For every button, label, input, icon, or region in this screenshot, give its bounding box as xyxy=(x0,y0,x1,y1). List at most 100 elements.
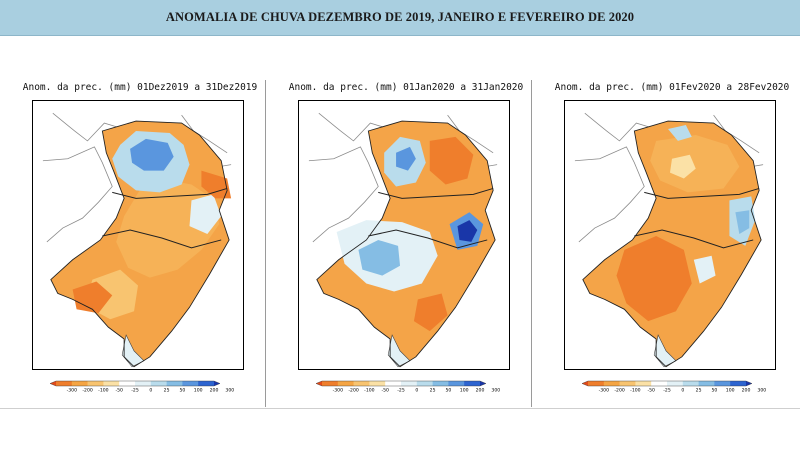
colorbar-fev2020: -300 -200 -100 -50 -25 0 25 50 100 200 300 xyxy=(581,379,766,397)
colorbar-tick-label: 50 xyxy=(711,388,717,394)
colorbar-tick-label: 0 xyxy=(149,388,152,394)
colorbar-tick-label: -50 xyxy=(381,388,389,394)
colorbar-tick-label: 200 xyxy=(476,388,485,394)
colorbar-tick-label: 200 xyxy=(210,388,219,394)
colorbar-tick-label: 300 xyxy=(225,388,234,394)
anomaly-map-jan2020 xyxy=(298,100,510,370)
colorbar-tick-label: -50 xyxy=(115,388,123,394)
colorbar-tick-label: 100 xyxy=(194,388,203,394)
map-outline xyxy=(50,120,230,368)
colorbar-dez2019: -300 -200 -100 -50 -25 0 25 50 100 200 300 xyxy=(49,379,234,397)
colorbar-swatch xyxy=(682,381,699,386)
colorbar-tick-label: 300 xyxy=(491,388,500,394)
region-dry-core xyxy=(616,235,692,322)
colorbar-swatch xyxy=(714,381,731,386)
neighbor-border-lines xyxy=(42,112,232,243)
colorbar-swatch xyxy=(651,381,668,386)
colorbar-swatch xyxy=(385,381,402,386)
anomaly-wet-northeast xyxy=(668,125,692,141)
colorbar-swatch xyxy=(71,381,88,386)
colorbar-tick-label: -100 xyxy=(364,388,375,394)
colorbar-svg-jan2020: -300 -200 -100 -50 -25 0 25 50 100 200 300 xyxy=(315,380,500,394)
colorbar-tick-label: -200 xyxy=(614,388,625,394)
colorbar-swatch xyxy=(730,381,747,386)
colorbar-tick-label: 50 xyxy=(445,388,451,394)
panel-title-dez2019: Anom. da prec. (mm) 01Dez2019 a 31Dez201… xyxy=(22,82,258,93)
anomaly-map-dez2019 xyxy=(32,100,244,370)
colorbar-tick-label: 25 xyxy=(430,388,436,394)
colorbar-outline xyxy=(49,380,221,387)
anomaly-very-wet-north xyxy=(396,146,416,171)
colorbar-tick-label: -25 xyxy=(663,388,671,394)
colorbar-swatch xyxy=(135,381,152,386)
colorbar-swatch xyxy=(588,381,605,386)
colorbar-tick-label: 100 xyxy=(460,388,469,394)
colorbar-swatch xyxy=(369,381,386,386)
panel-title-jan2020: Anom. da prec. (mm) 01Jan2020 a 31Jan202… xyxy=(288,82,524,93)
anomaly-very-wet-south xyxy=(358,239,401,276)
colorbar-swatch xyxy=(480,381,486,386)
colorbar-swatch xyxy=(150,381,167,386)
colorbar-swatch xyxy=(746,381,752,386)
colorbar-swatch xyxy=(50,381,56,386)
anomaly-dry-east xyxy=(201,170,232,199)
panel-title-fev2020: Anom. da prec. (mm) 01Fev2020 a 28Fev202… xyxy=(554,82,790,93)
colorbar-swatch xyxy=(103,381,120,386)
colorbar-swatch xyxy=(119,381,136,386)
neighbor-border-lines xyxy=(308,112,498,243)
map-outline xyxy=(316,120,496,368)
colorbar-swatch xyxy=(582,381,588,386)
anomaly-dry-southwest xyxy=(72,281,113,314)
colorbar-tick-label: -200 xyxy=(82,388,93,394)
colorbar-swatch xyxy=(698,381,715,386)
colorbar-swatch xyxy=(619,381,636,386)
colorbar-tick-label: 200 xyxy=(742,388,751,394)
colorbar-tick-label: 0 xyxy=(415,388,418,394)
colorbar-tick-label: 0 xyxy=(681,388,684,394)
panel-divider xyxy=(265,80,266,407)
colorbar-tick-label: 25 xyxy=(164,388,170,394)
colorbar-swatch xyxy=(56,381,73,386)
colorbar-swatch xyxy=(635,381,652,386)
colorbar-tick-label: 100 xyxy=(726,388,735,394)
map-outline xyxy=(582,120,762,368)
anomaly-very-wet-north xyxy=(130,138,174,171)
panel-divider xyxy=(531,80,532,407)
anomaly-dry-north xyxy=(429,136,474,185)
anomaly-map-fev2020 xyxy=(564,100,776,370)
anomaly-wet-east-core xyxy=(735,210,750,235)
map-svg-jan2020 xyxy=(308,112,498,368)
colorbar-outline xyxy=(581,380,753,387)
colorbar-swatch xyxy=(322,381,339,386)
state-border xyxy=(102,187,228,249)
colorbar-tick-label: 300 xyxy=(757,388,766,394)
colorbar-swatch xyxy=(337,381,354,386)
colorbar-swatch xyxy=(401,381,418,386)
colorbar-tick-label: -100 xyxy=(630,388,641,394)
anomaly-strongest-wet-east xyxy=(457,220,478,242)
colorbar-jan2020: -300 -200 -100 -50 -25 0 25 50 100 200 300 xyxy=(315,379,500,397)
region-dry-north xyxy=(650,134,740,193)
colorbar-tick-label: -200 xyxy=(348,388,359,394)
neighbor-border-lines xyxy=(574,112,764,243)
colorbar-outline xyxy=(315,380,487,387)
colorbar-tick-label: 50 xyxy=(179,388,185,394)
colorbar-swatch xyxy=(198,381,215,386)
colorbar-tick-label: -300 xyxy=(67,388,78,394)
colorbar-tick-label: -50 xyxy=(647,388,655,394)
colorbar-tick-label: -100 xyxy=(98,388,109,394)
colorbar-tick-label: -25 xyxy=(397,388,405,394)
colorbar-swatch xyxy=(448,381,465,386)
colorbar-swatch xyxy=(316,381,322,386)
anomaly-dry-southeast xyxy=(413,293,448,332)
colorbar-svg-fev2020: -300 -200 -100 -50 -25 0 25 50 100 200 300 xyxy=(581,380,766,394)
map-panel-dez2019: Anom. da prec. (mm) 01Dez2019 a 31Dez201… xyxy=(20,80,260,405)
colorbar-swatch xyxy=(603,381,620,386)
anomaly-light-center xyxy=(693,255,716,284)
colorbar-swatch xyxy=(182,381,199,386)
map-svg-fev2020 xyxy=(574,112,764,368)
colorbar-swatch xyxy=(667,381,684,386)
colorbar-tick-label: -300 xyxy=(333,388,344,394)
colorbar-swatch xyxy=(87,381,104,386)
state-border xyxy=(368,187,494,249)
